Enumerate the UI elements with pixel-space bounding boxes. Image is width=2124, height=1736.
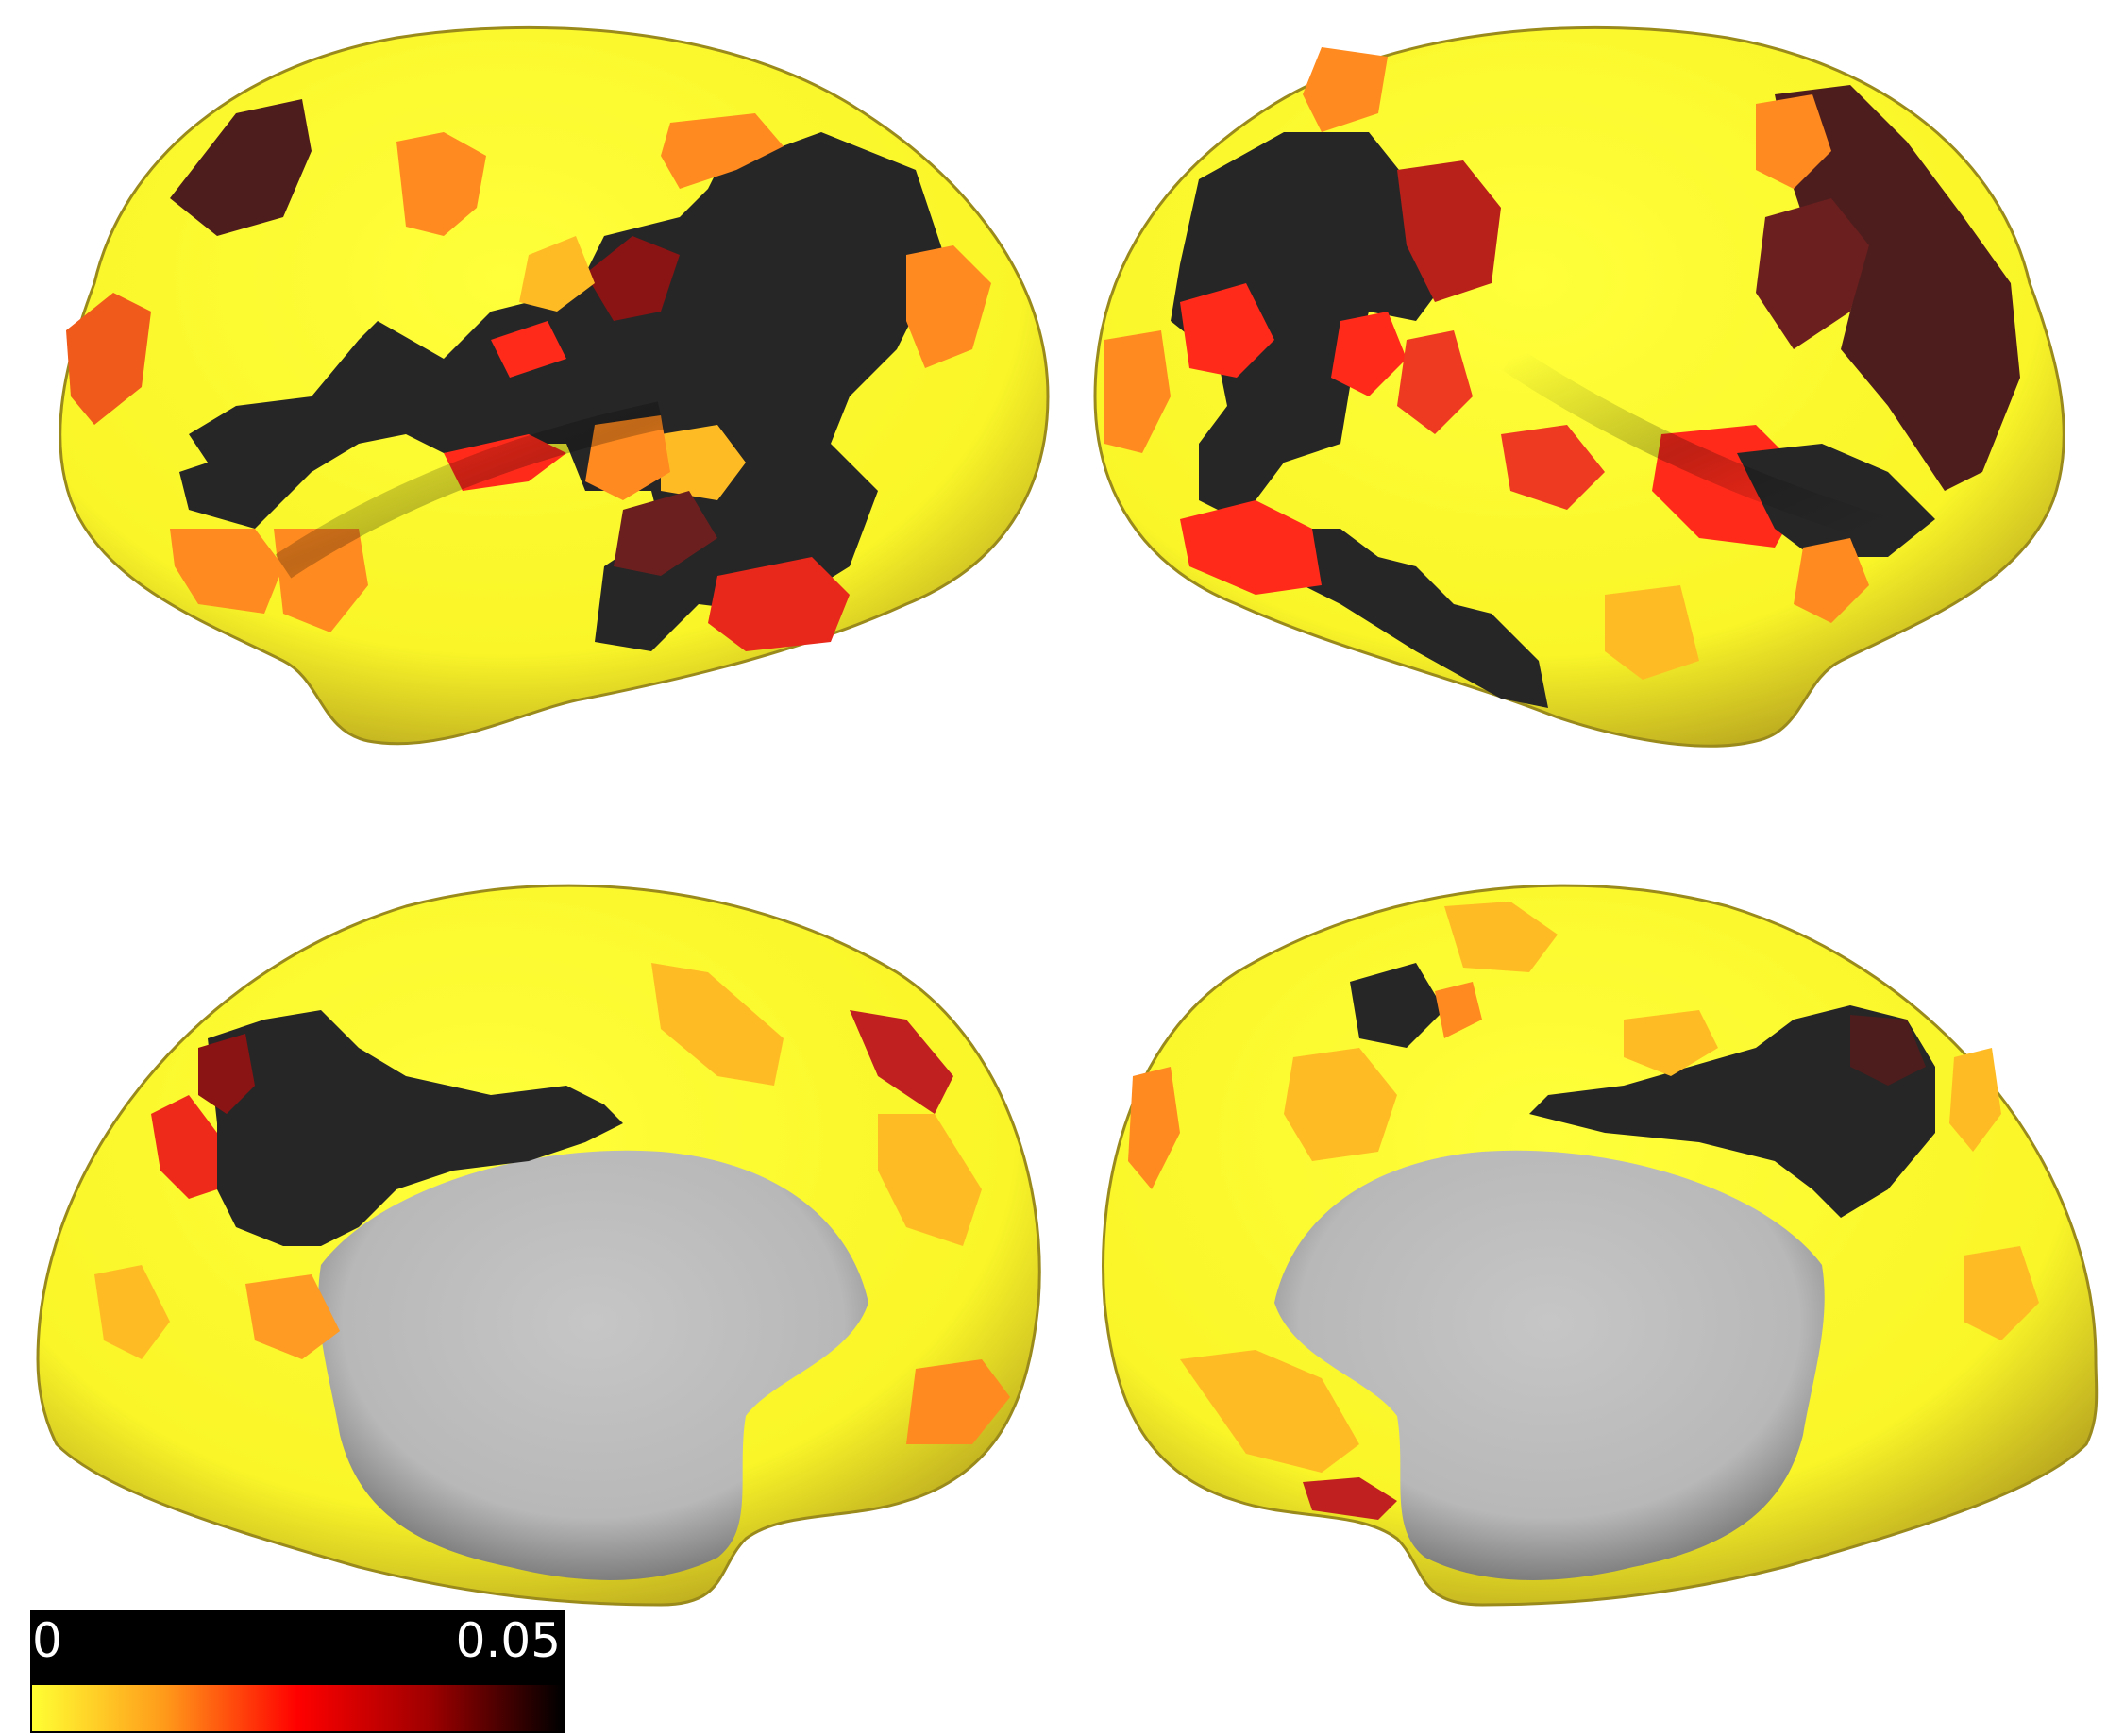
left-medial-patch-lightorange-3 — [878, 1114, 982, 1246]
right-medial-patch-orange-1 — [1435, 982, 1482, 1038]
right-lateral-view — [1093, 25, 2065, 748]
left-lateral-patch-red-1 — [491, 321, 566, 378]
right-lateral-patch-red-2 — [1180, 283, 1274, 378]
left-lateral-patch-orange-2 — [66, 293, 151, 425]
right-medial-view — [1102, 884, 2099, 1607]
right-medial-patch-lightorange-4 — [1180, 1350, 1359, 1473]
left-lateral-patch-orange-1 — [396, 132, 486, 236]
right-lateral-patch-maroon-1 — [1756, 198, 1869, 349]
right-lateral-patch-orange-2 — [1303, 47, 1388, 132]
right-lateral-dark-region-2 — [1775, 85, 2020, 491]
left-lateral-dark-region — [179, 132, 944, 651]
colorbar-gradient — [30, 1683, 565, 1733]
left-lateral-sulcus — [275, 401, 665, 579]
right-lateral-dark-region — [1171, 132, 1548, 708]
colorbar: 0 0.05 — [30, 1610, 565, 1733]
right-medial-patch-orange-3 — [1949, 1048, 2001, 1152]
left-lateral-patch-orange-7 — [906, 245, 991, 368]
left-medial-patch-red-1 — [151, 1095, 217, 1199]
right-medial-patch-red-1 — [1303, 1477, 1397, 1520]
right-lateral-patch-orange-4 — [1794, 538, 1869, 623]
colorbar-label-row: 0 0.05 — [30, 1610, 565, 1683]
left-medial-patch-orange-1 — [245, 1274, 340, 1359]
left-medial-patch-darkred-2 — [850, 1010, 953, 1114]
right-medial-wall — [1274, 1150, 1825, 1580]
right-medial-dark-region — [1529, 1005, 1935, 1218]
right-lateral-patch-red-3 — [1331, 312, 1407, 396]
right-lateral-patch-red-5 — [1180, 500, 1322, 595]
left-medial-patch-orange-2 — [906, 1359, 1010, 1444]
left-lateral-patch-maroon-2 — [614, 491, 717, 576]
left-lateral-patch-orange-3 — [661, 113, 784, 189]
right-medial-patch-lightorange-2 — [1284, 1048, 1397, 1161]
right-medial-patch-dark-2 — [1350, 963, 1444, 1048]
left-lateral-patch-maroon-1 — [170, 99, 312, 236]
left-lateral-view — [59, 25, 1050, 746]
right-lateral-patch-lightorange-1 — [1605, 585, 1699, 680]
left-medial-patch-lightorange-1 — [651, 963, 784, 1086]
left-medial-wall — [318, 1150, 869, 1580]
left-medial-dark-region — [208, 1010, 623, 1246]
left-medial-patch-darkred-1 — [198, 1034, 255, 1114]
left-lateral-patch-darkred-1 — [585, 236, 680, 321]
left-medial-patch-lightorange-2 — [94, 1265, 170, 1359]
left-medial-view — [36, 884, 1041, 1607]
colorbar-min-label: 0 — [32, 1613, 62, 1668]
right-lateral-patch-red-1 — [1397, 160, 1501, 302]
right-lateral-patch-orange-3 — [1756, 94, 1831, 189]
right-medial-patch-lightorange-1 — [1444, 902, 1558, 972]
left-lateral-patch-red-3 — [708, 557, 850, 651]
left-lateral-patch-orange-4 — [170, 529, 283, 614]
left-lateral-patch-lightorange-1 — [519, 236, 595, 312]
right-lateral-patch-red-4 — [1397, 330, 1473, 434]
right-lateral-patch-orange-1 — [1104, 330, 1171, 453]
right-lateral-sulcus — [1502, 346, 1883, 543]
right-medial-patch-orange-2 — [1128, 1067, 1180, 1189]
left-lateral-patch-lightorange-2 — [661, 425, 746, 500]
right-lateral-patch-red-6 — [1501, 425, 1605, 510]
colorbar-max-label: 0.05 — [455, 1613, 561, 1668]
right-medial-patch-maroon-1 — [1850, 1015, 1926, 1086]
right-medial-patch-orange-4 — [1964, 1246, 2039, 1340]
right-medial-patch-lightorange-3 — [1624, 1010, 1718, 1076]
